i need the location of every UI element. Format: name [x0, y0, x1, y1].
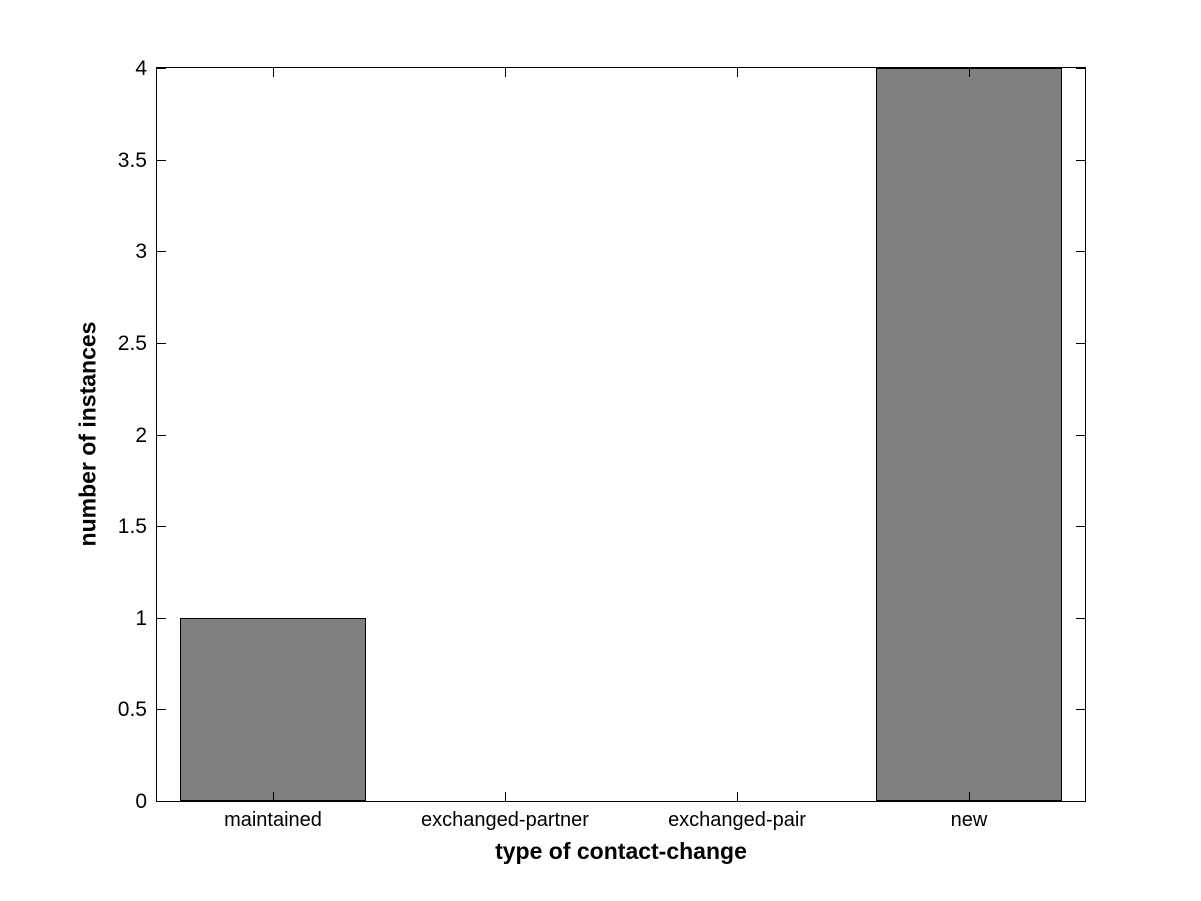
x-tick-label-exchanged-pair: exchanged-pair	[668, 809, 806, 831]
y-tick-left-3	[157, 251, 166, 252]
x-tick-label-exchanged-partner: exchanged-partner	[421, 809, 589, 831]
y-tick-right-1	[1076, 618, 1085, 619]
y-tick-label-0.5: 0.5	[117, 698, 147, 721]
y-tick-label-2: 2	[135, 424, 147, 447]
bar-new	[876, 68, 1062, 801]
y-tick-left-0	[157, 801, 166, 802]
y-tick-label-1: 1	[135, 607, 147, 630]
x-tick-bottom-exchanged-partner	[505, 792, 506, 801]
bar-maintained	[180, 618, 366, 801]
x-tick-top-exchanged-partner	[505, 68, 506, 77]
x-tick-bottom-new	[969, 792, 970, 801]
y-tick-label-3: 3	[135, 240, 147, 263]
x-axis-label: type of contact-change	[495, 838, 747, 864]
x-tick-label-new: new	[950, 809, 988, 831]
y-tick-right-2.5	[1076, 343, 1085, 344]
x-tick-label-maintained: maintained	[224, 809, 322, 831]
y-tick-label-2.5: 2.5	[117, 332, 147, 355]
y-tick-left-1.5	[157, 526, 166, 527]
y-tick-label-0: 0	[135, 790, 147, 813]
y-tick-right-1.5	[1076, 526, 1085, 527]
y-tick-left-2	[157, 435, 166, 436]
y-tick-label-1.5: 1.5	[117, 515, 147, 538]
y-tick-right-3.5	[1076, 160, 1085, 161]
y-tick-right-4	[1076, 68, 1085, 69]
plot-area	[156, 67, 1086, 802]
y-tick-left-3.5	[157, 160, 166, 161]
y-tick-left-1	[157, 618, 166, 619]
y-tick-left-0.5	[157, 709, 166, 710]
x-tick-top-new	[969, 68, 970, 77]
x-tick-bottom-maintained	[273, 792, 274, 801]
y-tick-right-2	[1076, 435, 1085, 436]
y-tick-left-4	[157, 68, 166, 69]
y-tick-label-4: 4	[135, 57, 147, 80]
y-tick-right-0	[1076, 801, 1085, 802]
y-tick-label-3.5: 3.5	[117, 149, 147, 172]
x-tick-top-exchanged-pair	[737, 68, 738, 77]
y-tick-left-2.5	[157, 343, 166, 344]
x-tick-bottom-exchanged-pair	[737, 792, 738, 801]
y-tick-right-0.5	[1076, 709, 1085, 710]
x-tick-top-maintained	[273, 68, 274, 77]
y-tick-right-3	[1076, 251, 1085, 252]
